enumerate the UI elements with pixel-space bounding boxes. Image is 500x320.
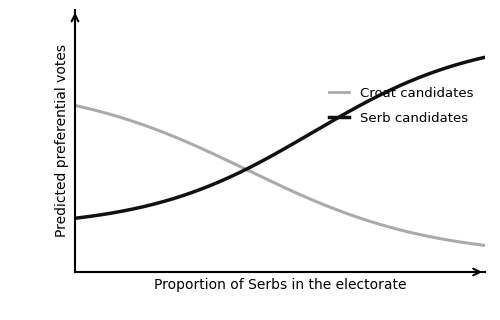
X-axis label: Proportion of Serbs in the electorate: Proportion of Serbs in the electorate — [154, 277, 406, 292]
Legend: Croat candidates, Serb candidates: Croat candidates, Serb candidates — [324, 82, 478, 130]
Y-axis label: Predicted preferential votes: Predicted preferential votes — [56, 44, 70, 237]
